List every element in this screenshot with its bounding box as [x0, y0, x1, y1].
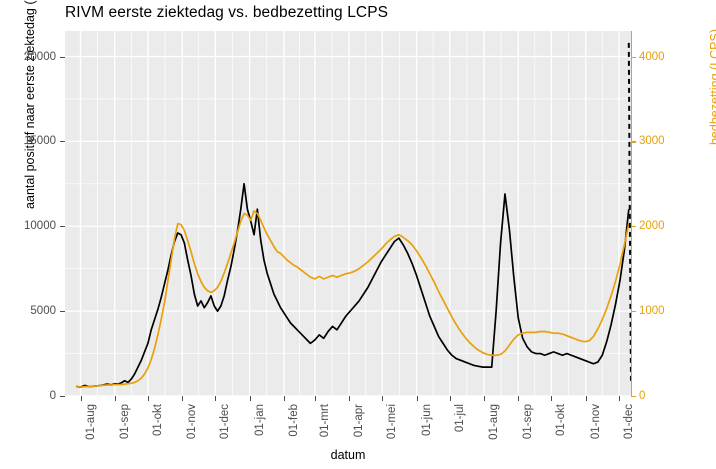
x-tick-14 [551, 396, 553, 401]
x-tick-13 [518, 396, 520, 401]
x-tick-label-13: 01-sep [522, 404, 535, 440]
x-tick-label-4: 01-dec [219, 404, 232, 440]
grid-minor [65, 31, 631, 396]
x-tick-label-5: 01-jan [253, 404, 266, 436]
series-line-1 [75, 210, 630, 388]
y-left-tick-2 [60, 226, 65, 228]
y-left-tick-4 [60, 56, 65, 58]
y-right-tick-label-3: 3000 [639, 135, 665, 148]
y-right-tick-2 [631, 226, 636, 228]
y-right-tick-0 [631, 396, 636, 398]
x-tick-label-2: 01-okt [151, 404, 164, 436]
x-tick-4 [215, 396, 217, 401]
x-tick-12 [484, 396, 485, 401]
x-tick-label-16: 01-dec [622, 404, 635, 440]
series-layer [75, 42, 631, 389]
y-left-tick-label-2: 10000 [24, 220, 56, 233]
plot-panel [65, 31, 631, 396]
y-right-tick-label-1: 1000 [639, 305, 665, 318]
y-left-tick-label-4: 20000 [24, 50, 56, 63]
x-tick-label-11: 01-jul [453, 404, 466, 433]
x-tick-label-1: 01-sep [118, 404, 131, 440]
x-tick-6 [283, 396, 285, 401]
x-tick-label-7: 01-mrt [318, 404, 331, 438]
y-left-tick-3 [60, 141, 65, 143]
y-right-tick-label-0: 0 [639, 390, 646, 402]
x-tick-5 [249, 396, 251, 401]
x-tick-label-3: 01-nov [186, 404, 199, 440]
x-tick-15 [585, 396, 587, 401]
x-tick-label-9: 01-mei [386, 404, 399, 440]
x-tick-3 [182, 396, 184, 401]
x-tick-10 [416, 396, 418, 401]
series-line-0 [75, 182, 630, 389]
y-right-tick-4 [631, 56, 636, 58]
x-tick-label-12: 01-aug [488, 404, 500, 440]
y-right-tick-1 [631, 311, 636, 313]
x-tick-label-14: 01-okt [555, 404, 568, 436]
y-axis-right-title: bedbezetting (LCPS) [708, 28, 716, 146]
plot-canvas [65, 31, 631, 396]
x-tick-1 [114, 396, 116, 401]
page-title: RIVM eerste ziektedag vs. bedbezetting L… [65, 4, 389, 21]
x-tick-label-6: 01-feb [287, 404, 300, 437]
grid-major [65, 31, 631, 396]
y-right-tick-3 [631, 141, 636, 143]
x-tick-16 [618, 396, 620, 401]
series-line-2 [627, 42, 631, 383]
y-left-tick-0 [60, 396, 65, 397]
x-tick-label-0: 01-aug [84, 404, 97, 440]
x-tick-8 [349, 396, 351, 401]
y-left-tick-label-3: 15000 [24, 135, 56, 148]
x-axis-title: datum [330, 448, 366, 462]
y-right-tick-label-4: 4000 [639, 50, 665, 63]
y-left-tick-label-0: 0 [49, 390, 56, 402]
x-tick-11 [449, 396, 451, 401]
y-left-tick-label-1: 5000 [30, 305, 56, 318]
x-tick-7 [314, 396, 316, 401]
y-axis-right-line [631, 31, 633, 396]
x-tick-label-10: 01-jun [420, 404, 433, 436]
x-tick-label-8: 01-apr [353, 404, 366, 438]
y-right-tick-label-2: 2000 [639, 220, 665, 233]
x-tick-2 [147, 396, 149, 401]
x-tick-label-15: 01-nov [589, 404, 602, 440]
y-left-tick-1 [60, 311, 65, 313]
x-tick-0 [80, 396, 82, 401]
x-tick-9 [382, 396, 384, 401]
